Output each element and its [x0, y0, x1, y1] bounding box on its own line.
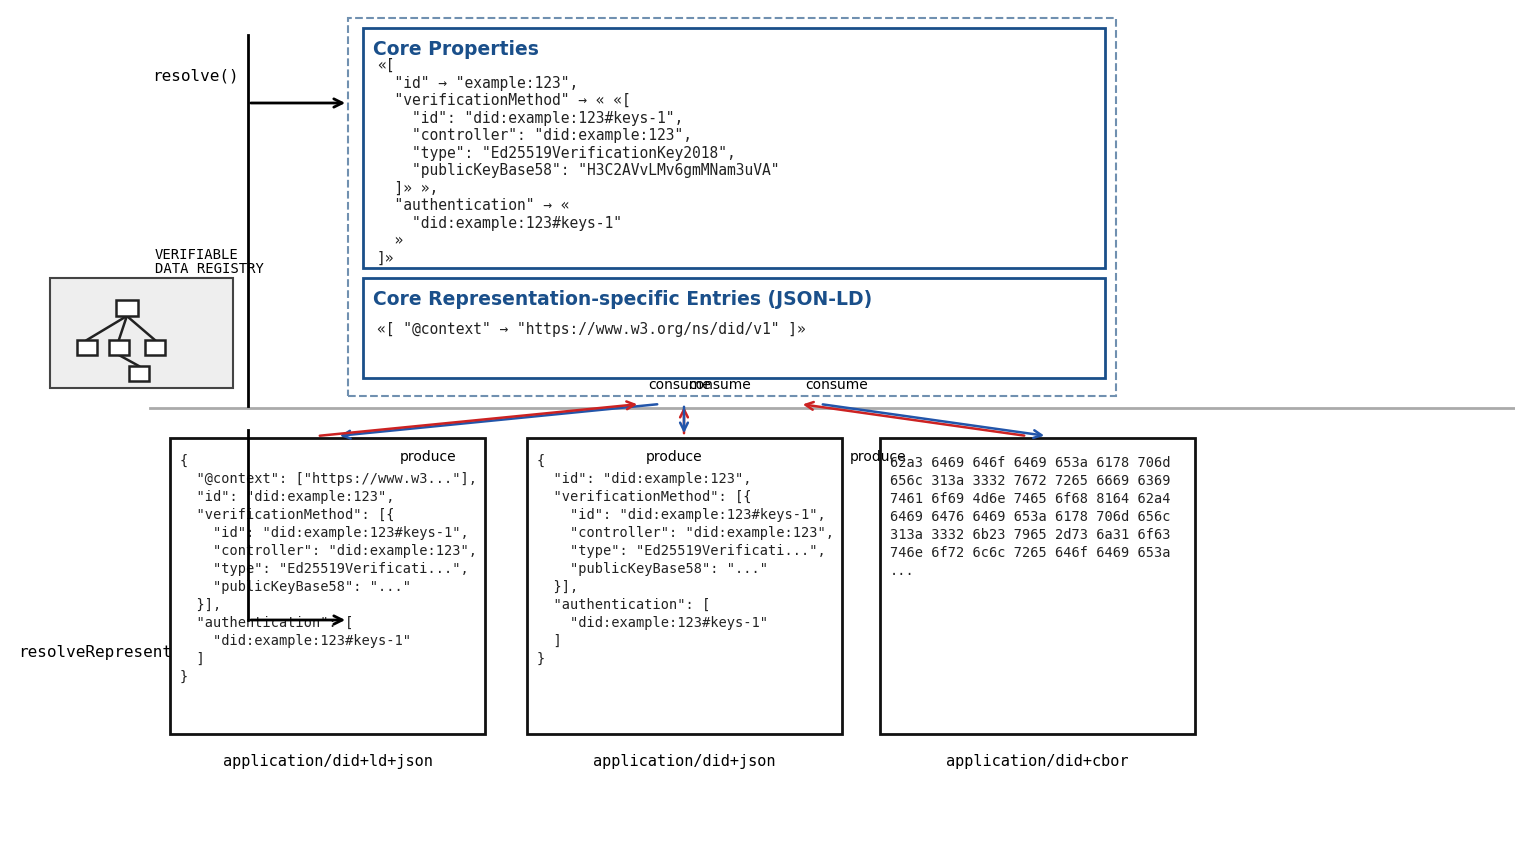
Text: "authentication" → «: "authentication" → « — [377, 198, 570, 213]
Text: "type": "Ed25519Verificati...",: "type": "Ed25519Verificati...", — [536, 544, 826, 558]
Bar — [364, 28, 1104, 268]
Text: produce: produce — [400, 450, 456, 464]
Text: ]» »,: ]» », — [377, 181, 438, 195]
Text: «[ "@context" → "https://www.w3.org/ns/did/v1" ]»: «[ "@context" → "https://www.w3.org/ns/d… — [377, 322, 806, 337]
Text: "id": "did:example:123#keys-1",: "id": "did:example:123#keys-1", — [377, 111, 683, 125]
Text: "did:example:123#keys-1": "did:example:123#keys-1" — [377, 215, 623, 231]
Text: ]: ] — [180, 652, 205, 666]
Text: »: » — [377, 233, 403, 248]
Text: "verificationMethod": [{: "verificationMethod": [{ — [536, 490, 751, 504]
Text: DATA REGISTRY: DATA REGISTRY — [155, 262, 264, 276]
Bar — [109, 340, 129, 355]
Bar — [115, 300, 138, 316]
Text: "id": "did:example:123",: "id": "did:example:123", — [536, 472, 751, 486]
Text: "type": "Ed25519Verificati...",: "type": "Ed25519Verificati...", — [180, 562, 468, 576]
Text: 62a3 6469 646f 6469 653a 6178 706d: 62a3 6469 646f 6469 653a 6178 706d — [889, 456, 1171, 470]
Text: application/did+cbor: application/did+cbor — [947, 754, 1129, 769]
Text: "verificationMethod": [{: "verificationMethod": [{ — [180, 508, 394, 522]
Text: {: { — [180, 454, 188, 468]
Text: "id": "did:example:123#keys-1",: "id": "did:example:123#keys-1", — [536, 508, 826, 522]
Text: produce: produce — [645, 450, 703, 464]
Bar — [77, 340, 97, 355]
Text: Core Properties: Core Properties — [373, 40, 539, 59]
Text: VERIFIABLE: VERIFIABLE — [155, 248, 239, 262]
Text: "publicKeyBase58": "H3C2AVvLMv6gmMNam3uVA": "publicKeyBase58": "H3C2AVvLMv6gmMNam3uV… — [377, 163, 780, 178]
Bar — [170, 438, 485, 734]
Bar — [348, 18, 1117, 396]
Text: "controller": "did:example:123",: "controller": "did:example:123", — [180, 544, 477, 558]
Text: "authentication": [: "authentication": [ — [180, 616, 353, 630]
Bar — [129, 366, 148, 381]
Bar — [880, 438, 1195, 734]
Text: "@context": ["https://www.w3..."],: "@context": ["https://www.w3..."], — [180, 472, 477, 486]
Text: ]»: ]» — [377, 250, 394, 266]
Text: ...: ... — [889, 564, 915, 578]
Text: 746e 6f72 6c6c 7265 646f 6469 653a: 746e 6f72 6c6c 7265 646f 6469 653a — [889, 546, 1171, 560]
Text: 313a 3332 6b23 7965 2d73 6a31 6f63: 313a 3332 6b23 7965 2d73 6a31 6f63 — [889, 528, 1171, 542]
Text: «[: «[ — [377, 58, 394, 73]
Bar — [145, 340, 165, 355]
Text: }],: }], — [536, 580, 579, 594]
Text: }: } — [536, 652, 545, 666]
Text: 656c 313a 3332 7672 7265 6669 6369: 656c 313a 3332 7672 7265 6669 6369 — [889, 474, 1171, 488]
Text: }: } — [180, 670, 188, 684]
Text: resolve(): resolve() — [152, 68, 239, 83]
Text: Core Representation-specific Entries (JSON-LD): Core Representation-specific Entries (JS… — [373, 290, 873, 309]
Text: "authentication": [: "authentication": [ — [536, 598, 711, 612]
Text: }],: }], — [180, 598, 221, 612]
Bar — [50, 278, 233, 388]
Text: "controller": "did:example:123",: "controller": "did:example:123", — [536, 526, 833, 540]
Text: 6469 6476 6469 653a 6178 706d 656c: 6469 6476 6469 653a 6178 706d 656c — [889, 510, 1171, 524]
Text: 7461 6f69 4d6e 7465 6f68 8164 62a4: 7461 6f69 4d6e 7465 6f68 8164 62a4 — [889, 492, 1171, 506]
Text: application/did+ld+json: application/did+ld+json — [223, 754, 432, 769]
Text: resolveRepresentation(): resolveRepresentation() — [18, 645, 239, 660]
Text: "type": "Ed25519VerificationKey2018",: "type": "Ed25519VerificationKey2018", — [377, 146, 736, 160]
Text: "id": "did:example:123#keys-1",: "id": "did:example:123#keys-1", — [180, 526, 468, 540]
Text: ]: ] — [536, 634, 562, 648]
Text: consume: consume — [804, 378, 868, 392]
Text: "did:example:123#keys-1": "did:example:123#keys-1" — [180, 634, 411, 648]
Text: consume: consume — [648, 378, 711, 392]
Text: "publicKeyBase58": "...": "publicKeyBase58": "..." — [536, 562, 768, 576]
Bar — [364, 278, 1104, 378]
Text: "id" → "example:123",: "id" → "example:123", — [377, 75, 579, 91]
Text: application/did+json: application/did+json — [594, 754, 776, 769]
Text: produce: produce — [850, 450, 906, 464]
Bar — [527, 438, 842, 734]
Text: "id": "did:example:123",: "id": "did:example:123", — [180, 490, 394, 504]
Text: {: { — [536, 454, 545, 468]
Text: "did:example:123#keys-1": "did:example:123#keys-1" — [536, 616, 768, 630]
Text: "controller": "did:example:123",: "controller": "did:example:123", — [377, 128, 692, 143]
Text: consume: consume — [688, 378, 751, 392]
Text: "publicKeyBase58": "...": "publicKeyBase58": "..." — [180, 580, 411, 594]
Text: "verificationMethod" → « «[: "verificationMethod" → « «[ — [377, 93, 630, 108]
